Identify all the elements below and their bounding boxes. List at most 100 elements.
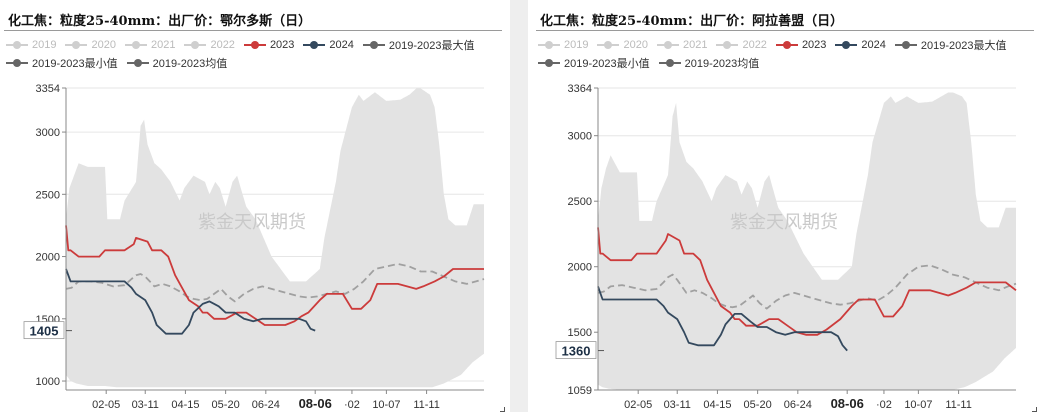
panel-divider [510, 0, 528, 412]
legend-item[interactable]: 2019-2023最大值 [894, 36, 1007, 54]
legend-label: 2019 [32, 39, 57, 51]
legend-item[interactable]: 2019-2023最小值 [538, 54, 650, 72]
chart-title: 化工焦：粒度25-40mm：出厂价：鄂尔多斯（日） [8, 14, 312, 29]
chart-title: 化工焦：粒度25-40mm：出厂价：阿拉善盟（日） [540, 14, 844, 29]
legend-marker-icon [303, 40, 326, 50]
y-value-badge-label: 1405 [30, 324, 59, 339]
x-tick-label: 10-07 [904, 399, 932, 411]
series-2023-line [65, 225, 484, 326]
legend-label: 2024 [861, 39, 886, 51]
x-tick-label: 03-11 [132, 399, 159, 411]
legend-label: 2020 [91, 39, 116, 51]
legend-marker-icon [538, 40, 560, 50]
series-average-line [597, 264, 1017, 310]
series-min-max-band [66, 88, 484, 388]
legend-item[interactable]: 2019 [538, 36, 588, 54]
legend-marker-icon [243, 40, 266, 50]
y-value-badge-label: 1360 [562, 344, 591, 359]
chart-panel-alxa: 化工焦：粒度25-40mm：出厂价：阿拉善盟（日） 2019 2020 2021 20… [532, 0, 1037, 412]
x-tick-label: 11-11 [413, 399, 440, 411]
legend-marker-icon [894, 40, 917, 50]
legend-item[interactable]: 2021 [656, 36, 708, 54]
x-tick-label: 05-20 [212, 399, 240, 411]
legend-marker-icon [362, 40, 385, 50]
series-average-line [65, 263, 485, 303]
legend-label: 2019 [564, 39, 589, 51]
x-tick-label: 08-06 [831, 396, 864, 411]
legend-label: 2022 [210, 39, 235, 51]
legend-item[interactable]: 2022 [184, 36, 235, 54]
series-min-max-band [598, 92, 1016, 390]
legend-label: 2022 [742, 39, 767, 51]
y-tick-label: 3000 [36, 127, 60, 139]
legend-item[interactable]: 2024 [835, 36, 886, 54]
legend-item[interactable]: 2023 [243, 36, 295, 54]
legend-marker-icon [597, 40, 620, 50]
title-divider [536, 30, 1034, 31]
legend-item[interactable]: 2024 [303, 36, 354, 54]
y-tick-label: 3000 [568, 131, 592, 143]
x-tick-label: 03-11 [664, 399, 691, 411]
legend-item[interactable]: 2023 [775, 36, 827, 54]
legend-marker-icon [835, 40, 858, 50]
y-tick-label: 3354 [36, 83, 60, 95]
resize-handle[interactable] [1032, 407, 1037, 412]
y-value-badge [23, 321, 65, 340]
legend-marker-icon [775, 40, 798, 50]
legend-item[interactable]: 2019-2023最小值 [6, 54, 118, 72]
watermark-text: 紫金天风期货 [198, 212, 306, 233]
legend-marker-icon [184, 40, 207, 50]
legend-label: 2019-2023最小值 [564, 58, 650, 70]
legend-item[interactable]: 2019-2023均值 [126, 54, 228, 72]
legend-marker-icon [65, 40, 88, 50]
x-tick-label: ·02 [876, 399, 892, 411]
series-2024-line [597, 286, 848, 352]
legend-marker-icon [126, 58, 149, 68]
x-tick-label: 10-07 [372, 399, 400, 411]
legend-item[interactable]: 2021 [124, 36, 176, 54]
legend-marker-icon [6, 58, 28, 68]
x-tick-label: 04-15 [171, 399, 199, 411]
y-tick-label: 2000 [568, 262, 592, 274]
series-2024-line [65, 268, 316, 335]
legend-label: 2019-2023最小值 [32, 58, 118, 70]
legend-item[interactable]: 2020 [65, 36, 116, 54]
y-tick-label: 2500 [568, 196, 592, 208]
legend-label: 2019-2023均值 [684, 58, 760, 70]
series-2023-line [597, 227, 1017, 336]
x-tick-label: 11-11 [945, 399, 972, 411]
line-chart: 紫金天风期货 1059 1500 2000 2500 3000 3364 02-05 03-11… [555, 83, 1017, 411]
legend-item[interactable]: 2022 [716, 36, 767, 54]
resize-handle[interactable] [500, 407, 505, 412]
legend-marker-icon [124, 40, 147, 50]
x-tick-label: 04-15 [703, 399, 731, 411]
y-tick-label: 1000 [36, 376, 60, 388]
legend-marker-icon [658, 58, 681, 68]
legend-item[interactable]: 2019 [6, 36, 56, 54]
legend-item[interactable]: 2019-2023均值 [658, 54, 760, 72]
legend-label: 2021 [150, 39, 176, 51]
x-tick-label: 05-20 [744, 399, 772, 411]
legend-item[interactable]: 2020 [597, 36, 648, 54]
y-value-badge [555, 341, 597, 359]
chart-legend: 2019 2020 2021 2022 2023 2024 2019-2023最大值 2019… [6, 36, 506, 72]
legend-label: 2023 [269, 39, 295, 51]
y-tick-label: 2500 [36, 189, 60, 201]
y-tick-label: 3364 [568, 83, 592, 95]
legend-marker-icon [6, 40, 28, 50]
legend-marker-icon [716, 40, 739, 50]
legend-label: 2019-2023最大值 [920, 40, 1007, 52]
legend-label: 2019-2023最大值 [388, 40, 475, 52]
x-tick-label: 06-24 [252, 399, 280, 411]
legend-label: 2023 [801, 39, 827, 51]
legend-marker-icon [656, 40, 679, 50]
legend-label: 2020 [623, 39, 648, 51]
x-tick-label: 08-06 [299, 396, 332, 411]
legend-label: 2021 [682, 39, 708, 51]
title-divider [4, 30, 502, 31]
legend-item[interactable]: 2019-2023最大值 [362, 36, 475, 54]
x-tick-label: 06-24 [784, 399, 812, 411]
legend-label: 2019-2023均值 [152, 58, 228, 70]
chart-panel-erdos: 化工焦：粒度25-40mm：出厂价：鄂尔多斯（日） 2019 2020 2021 20… [0, 0, 505, 412]
